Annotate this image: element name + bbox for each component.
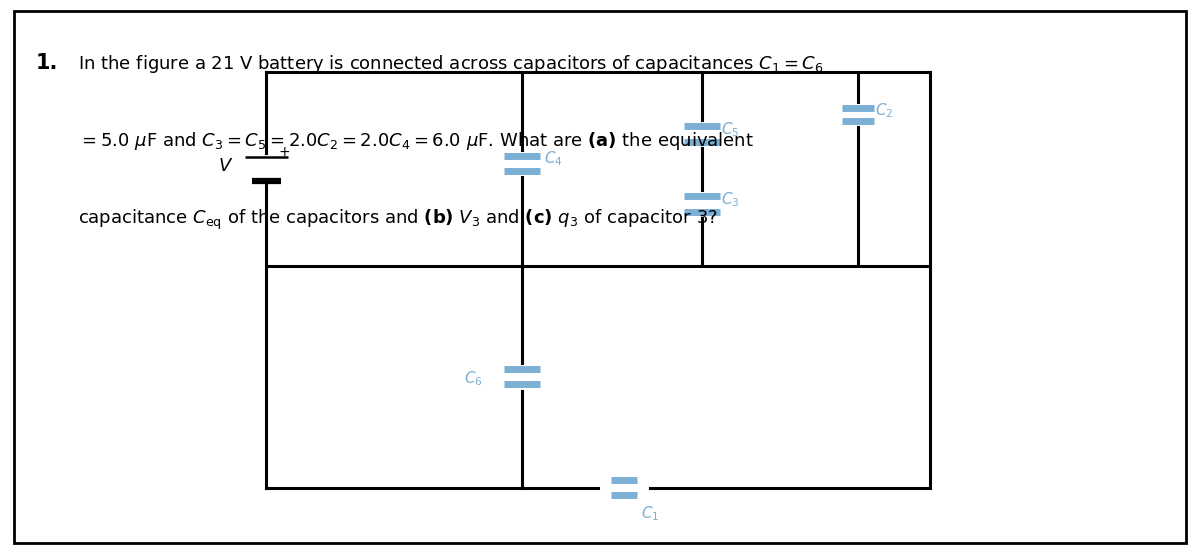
- Text: In the figure a 21 V battery is connected across capacitors of capacitances $C_1: In the figure a 21 V battery is connecte…: [78, 53, 823, 75]
- Text: $V$: $V$: [218, 157, 234, 175]
- Text: $C_1$: $C_1$: [641, 505, 659, 524]
- Text: $C_2$: $C_2$: [875, 101, 893, 120]
- Text: $C_5$: $C_5$: [721, 120, 739, 139]
- Text: 1.: 1.: [36, 53, 59, 73]
- Text: $= 5.0\ \mu\mathrm{F}$ and $C_3 = C_5 = 2.0C_2 = 2.0C_4 = 6.0\ \mu\mathrm{F}$. W: $= 5.0\ \mu\mathrm{F}$ and $C_3 = C_5 = …: [78, 130, 754, 152]
- Text: capacitance $C_\mathrm{eq}$ of the capacitors and $\mathbf{(b)}$ $V_3$ and $\mat: capacitance $C_\mathrm{eq}$ of the capac…: [78, 208, 718, 232]
- Text: $C_3$: $C_3$: [721, 190, 739, 209]
- Text: $C_6$: $C_6$: [464, 369, 484, 388]
- Text: $C_4$: $C_4$: [544, 150, 563, 168]
- Text: +: +: [278, 145, 290, 160]
